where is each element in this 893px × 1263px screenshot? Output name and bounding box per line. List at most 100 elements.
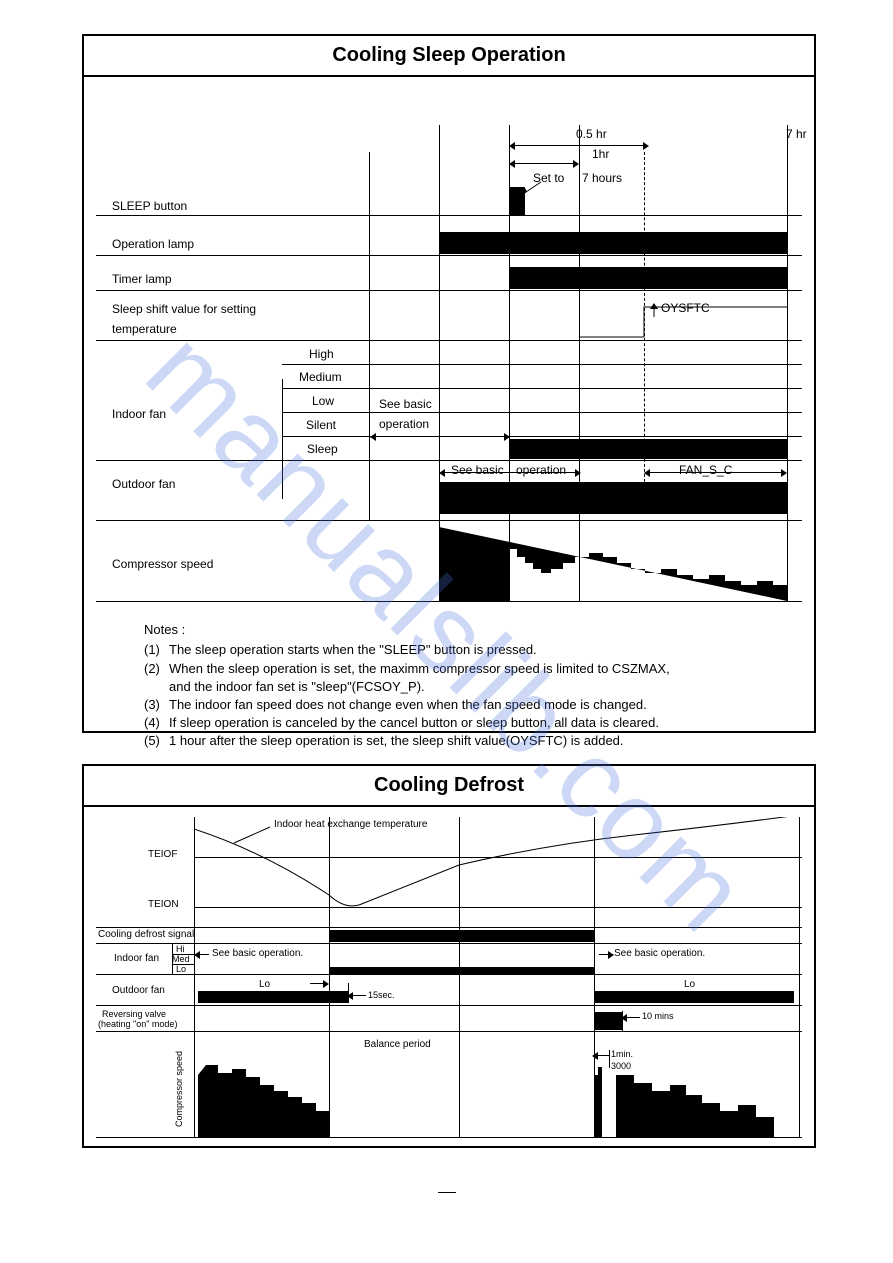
arrow [514,163,574,164]
arrow [375,436,505,437]
set-val: 7 hours [582,171,622,185]
panel-sleep-op: Cooling Sleep Operation 0.5 hr 1hr 7 hr … [82,34,816,733]
hline [96,460,802,461]
oysftc: OYSFTC [661,301,710,315]
balance: Balance period [364,1039,431,1050]
vline [787,125,788,601]
see-basic1: See basic [379,397,432,411]
rpm3000: 3000 [611,1061,631,1071]
arrow [199,954,209,955]
hline [96,290,802,291]
lo-l: Lo [259,979,270,990]
vshort [609,1050,610,1068]
note-num-4: (4) [144,715,160,730]
hline [96,1005,802,1006]
indoor-lo-bar [329,967,594,974]
panel1-chart: 0.5 hr 1hr 7 hr Set to 7 hours SLEEP but… [84,77,814,732]
row-op-lamp: Operation lamp [112,237,194,251]
note-3: The indoor fan speed does not change eve… [169,697,647,712]
row-shift2: temperature [112,322,177,336]
fan-med: Medium [299,370,342,384]
note-5: 1 hour after the sleep operation is set,… [169,733,624,748]
panel2-title: Cooling Defrost [84,766,814,807]
hline [282,388,802,389]
hline [96,340,802,341]
rev-valve2: (heating "on" mode) [98,1019,177,1029]
page: manualslib.com Cooling Sleep Operation 0… [0,0,893,1263]
hline [282,412,802,413]
vline [799,817,800,1137]
t15s: 15sec. [368,990,395,1000]
outdoor-fan: Outdoor fan [112,985,165,996]
vshort [622,1011,623,1031]
hline [96,520,802,521]
note-num-2: (2) [144,661,160,676]
row-shift: Sleep shift value for setting [112,302,256,316]
hline [96,974,802,975]
temp-curve [194,817,799,927]
note-2: When the sleep operation is set, the max… [169,661,670,676]
hline [96,1031,802,1032]
fan-low: Low [312,394,334,408]
arrow [310,983,324,984]
defrost-signal-bar [329,930,594,942]
rev-valve: Reversing valve [102,1009,166,1019]
hi: Hi [176,944,185,954]
panel2-chart: Indoor heat exchange temperature TEIOF T… [84,807,814,1147]
hline [194,857,802,858]
note-4: If sleep operation is canceled by the ca… [169,715,659,730]
outdoor-bar-l [198,991,348,1003]
note-1: The sleep operation starts when the "SLE… [169,642,537,657]
fan-sleep: Sleep [307,442,338,456]
arrow-svg [519,180,543,198]
hline [96,255,802,256]
arrow [597,1055,609,1056]
vshort [348,983,349,1003]
see-basic-op2: operation [516,463,566,477]
lo: Lo [176,964,186,974]
see-basic2: operation [379,417,429,431]
heat-ex-label: Indoor heat exchange temperature [274,819,427,830]
hline [96,215,802,216]
row-indoor: Indoor fan [112,407,166,421]
note-num-1: (1) [144,642,160,657]
arrow [599,954,609,955]
t1m: 1min. [611,1049,633,1059]
row-sleep-btn: SLEEP button [112,199,187,213]
row-comp: Compressor speed [112,557,213,571]
hline [96,927,802,928]
see-basic-r: See basic operation. [614,948,705,959]
indoor-fan: Indoor fan [114,953,159,964]
note-num-5: (5) [144,733,160,748]
time-7: 7 hr [786,127,807,141]
op-lamp-bar [439,232,787,254]
lo-r: Lo [684,979,695,990]
rev-valve-bar [594,1012,622,1030]
comp-left [194,1045,329,1137]
note-2b: and the indoor fan set is "sleep"(FCSOY_… [169,679,425,694]
med: Med [172,954,190,964]
vline [282,379,283,499]
arrow [514,145,644,146]
teiof: TEIOF [148,849,177,860]
timer-bar [509,267,787,289]
see-basic-l: See basic operation. [212,948,303,959]
hline [96,943,802,944]
cooling-defrost: Cooling defrost signal [98,929,194,940]
teion: TEION [148,899,179,910]
comp-speed-v: Compressor speed [174,1051,184,1127]
time-05: 0.5 hr [576,127,607,141]
vline [369,152,370,520]
vshort [172,943,173,974]
footer-mark [438,1192,456,1193]
outdoor-fan-bar [439,482,787,514]
see-basic-op: See basic [451,463,504,477]
panel1-title: Cooling Sleep Operation [84,36,814,77]
sleep-fan-bar [509,439,787,459]
note-num-3: (3) [144,697,160,712]
fan-high: High [309,347,334,361]
t10m: 10 mins [642,1011,674,1021]
fan-silent: Silent [306,418,336,432]
panel-defrost: Cooling Defrost Indoor heat exchange tem… [82,764,816,1148]
hline [282,364,802,365]
